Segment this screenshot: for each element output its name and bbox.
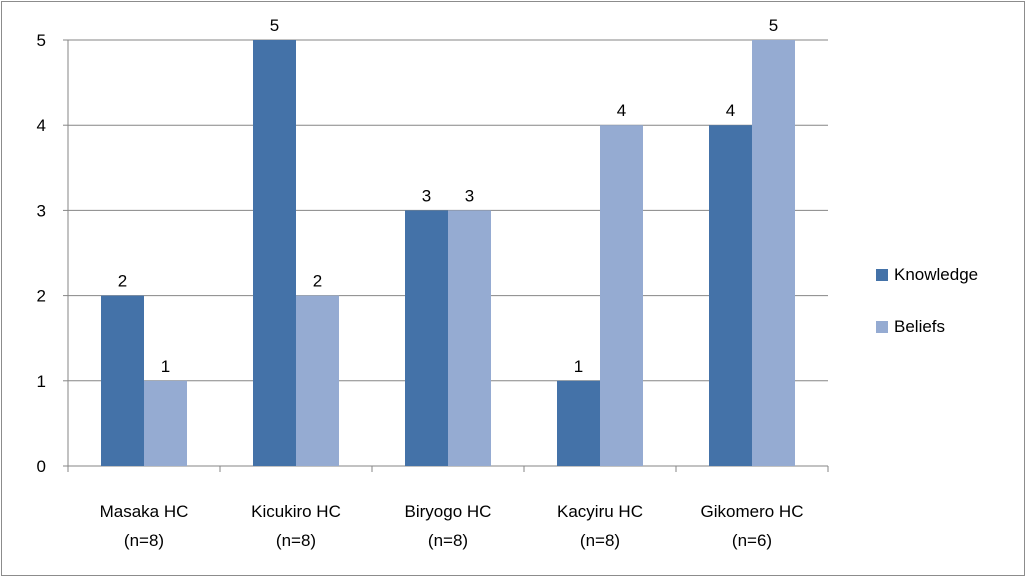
data-label-knowledge-1: 5 xyxy=(270,16,279,35)
bar-beliefs-3 xyxy=(600,125,643,466)
data-labels: 2 1 5 2 3 3 1 4 4 5 xyxy=(118,16,778,376)
bar-beliefs-0 xyxy=(144,380,187,466)
y-tick-label-4: 4 xyxy=(37,116,46,135)
data-label-knowledge-0: 2 xyxy=(118,272,127,291)
bars xyxy=(101,40,795,466)
x-tick-sublabel-3: (n=8) xyxy=(580,531,620,550)
y-tick-label-3: 3 xyxy=(37,201,46,220)
x-tick-label-3: Kacyiru HC xyxy=(557,502,643,521)
bar-knowledge-3 xyxy=(557,380,600,466)
x-tick-label-1: Kicukiro HC xyxy=(251,502,341,521)
bar-knowledge-4 xyxy=(709,125,752,466)
x-tick-label-0: Masaka HC xyxy=(100,502,189,521)
data-label-knowledge-3: 1 xyxy=(574,357,583,376)
x-tick-label-2: Biryogo HC xyxy=(405,502,492,521)
x-tick-sublabel-0: (n=8) xyxy=(124,531,164,550)
bar-knowledge-2 xyxy=(405,210,448,466)
y-tick-label-1: 1 xyxy=(37,372,46,391)
bar-beliefs-1 xyxy=(296,295,339,466)
x-tick-sublabel-1: (n=8) xyxy=(276,531,316,550)
y-tick-label-5: 5 xyxy=(37,31,46,50)
legend-label-knowledge: Knowledge xyxy=(894,265,978,284)
x-tick-sublabel-2: (n=8) xyxy=(428,531,468,550)
y-tick-label-2: 2 xyxy=(37,287,46,306)
data-label-knowledge-2: 3 xyxy=(422,186,431,205)
data-label-beliefs-3: 4 xyxy=(617,101,626,120)
bar-beliefs-2 xyxy=(448,210,491,466)
x-axis-tick-labels: Masaka HC (n=8) Kicukiro HC (n=8) Biryogo HC… xyxy=(100,502,804,550)
x-tick-label-4: Gikomero HC xyxy=(701,502,804,521)
bar-beliefs-4 xyxy=(752,40,795,466)
data-label-beliefs-1: 2 xyxy=(313,272,322,291)
legend-swatch-beliefs xyxy=(876,321,888,333)
x-tick-sublabel-4: (n=6) xyxy=(732,531,772,550)
y-tick-label-0: 0 xyxy=(37,457,46,476)
legend-label-beliefs: Beliefs xyxy=(894,317,945,336)
bar-knowledge-1 xyxy=(253,40,296,466)
data-label-beliefs-4: 5 xyxy=(769,16,778,35)
y-axis-tick-labels: 0 1 2 3 4 5 xyxy=(37,31,46,476)
legend: Knowledge Beliefs xyxy=(876,265,978,336)
data-label-knowledge-4: 4 xyxy=(726,101,735,120)
data-label-beliefs-2: 3 xyxy=(465,186,474,205)
data-label-beliefs-0: 1 xyxy=(161,357,170,376)
legend-swatch-knowledge xyxy=(876,269,888,281)
bar-knowledge-0 xyxy=(101,295,144,466)
